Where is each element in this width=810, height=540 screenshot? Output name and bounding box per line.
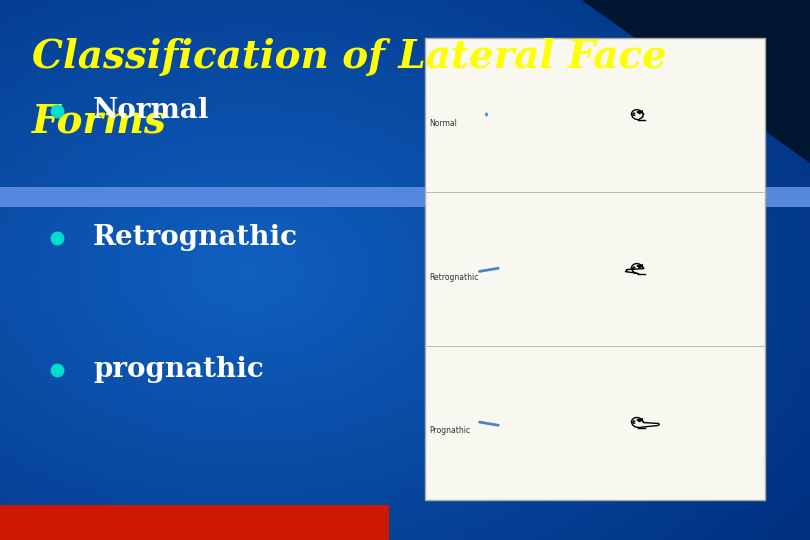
Text: Retrognathic: Retrognathic <box>429 273 479 281</box>
Text: Classification of Lateral Face: Classification of Lateral Face <box>32 38 667 76</box>
Text: prognathic: prognathic <box>93 356 264 383</box>
FancyBboxPatch shape <box>425 38 765 500</box>
Text: Prognathic: Prognathic <box>429 427 471 435</box>
Text: Retrognathic: Retrognathic <box>93 224 298 251</box>
FancyBboxPatch shape <box>0 505 389 540</box>
FancyBboxPatch shape <box>0 187 810 207</box>
Text: Normal: Normal <box>429 119 457 127</box>
Text: Normal: Normal <box>93 97 210 124</box>
Polygon shape <box>583 0 810 162</box>
Text: Forms: Forms <box>32 103 168 140</box>
